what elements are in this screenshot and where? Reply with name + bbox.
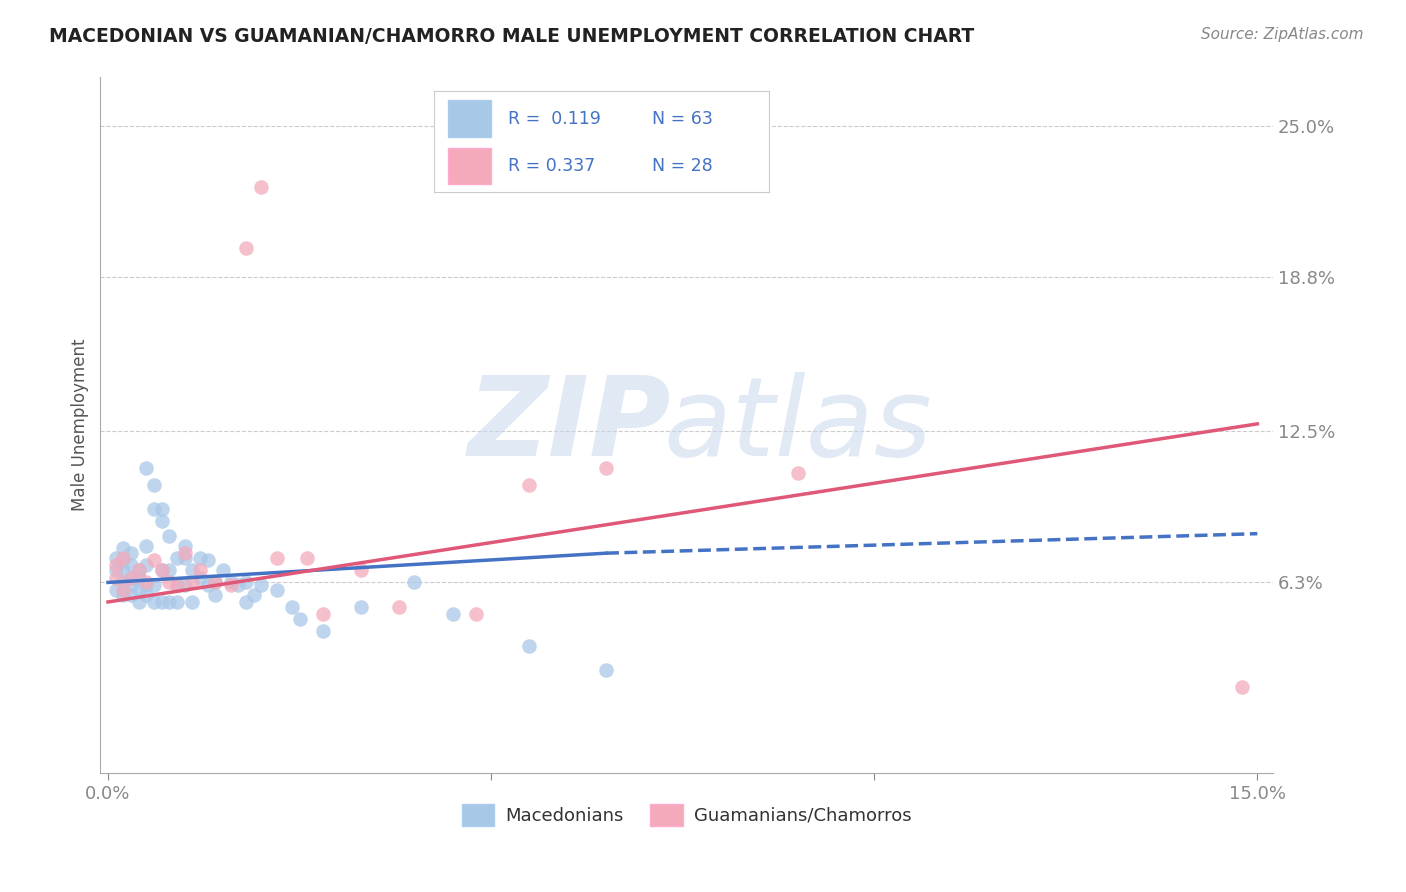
Point: [135, 575, 157, 590]
Point: [112, 588, 135, 602]
Point: [266, 582, 288, 597]
Point: [219, 578, 242, 592]
Text: ZIP: ZIP: [468, 372, 671, 479]
Point: [150, 502, 173, 516]
Point: [112, 563, 135, 577]
Point: [1230, 681, 1253, 695]
Point: [104, 563, 127, 577]
Point: [181, 575, 204, 590]
Point: [188, 551, 211, 566]
Point: [128, 571, 150, 585]
Point: [173, 546, 195, 560]
Point: [173, 551, 195, 566]
Point: [135, 460, 157, 475]
Point: [311, 607, 333, 622]
Point: [181, 595, 204, 609]
Point: [157, 563, 180, 577]
Point: [297, 551, 319, 566]
Point: [388, 599, 411, 614]
Point: [350, 563, 373, 577]
Point: [150, 563, 173, 577]
Point: [166, 578, 188, 592]
Point: [112, 575, 135, 590]
Point: [120, 588, 142, 602]
Point: [235, 241, 257, 255]
Point: [404, 575, 426, 590]
Point: [188, 571, 211, 585]
Point: [266, 551, 288, 566]
Point: [104, 551, 127, 566]
Point: [120, 571, 142, 585]
Point: [128, 563, 150, 577]
Point: [219, 575, 242, 590]
Point: [157, 575, 180, 590]
Point: [120, 558, 142, 573]
Point: [104, 558, 127, 573]
Point: [128, 563, 150, 577]
Point: [197, 553, 219, 567]
Point: [166, 578, 188, 592]
Point: [311, 624, 333, 639]
Point: [112, 553, 135, 567]
Point: [112, 541, 135, 556]
Point: [157, 595, 180, 609]
Point: [143, 553, 166, 567]
Point: [786, 466, 808, 480]
Point: [135, 539, 157, 553]
Point: [120, 578, 142, 592]
Point: [204, 588, 226, 602]
Point: [173, 539, 195, 553]
Point: [120, 546, 142, 560]
Text: Source: ZipAtlas.com: Source: ZipAtlas.com: [1201, 27, 1364, 42]
Point: [150, 595, 173, 609]
Point: [212, 563, 235, 577]
Point: [135, 558, 157, 573]
Point: [150, 563, 173, 577]
Point: [104, 582, 127, 597]
Point: [128, 595, 150, 609]
Point: [166, 551, 188, 566]
Point: [235, 575, 257, 590]
Point: [120, 571, 142, 585]
Point: [128, 582, 150, 597]
Point: [204, 575, 226, 590]
Point: [188, 563, 211, 577]
Point: [166, 595, 188, 609]
Point: [519, 478, 541, 492]
Point: [157, 529, 180, 543]
Point: [350, 599, 373, 614]
Point: [143, 478, 166, 492]
Point: [181, 563, 204, 577]
Point: [226, 578, 249, 592]
Point: [595, 663, 617, 677]
Point: [204, 575, 226, 590]
Point: [197, 578, 219, 592]
Point: [250, 578, 273, 592]
Point: [143, 578, 166, 592]
Point: [173, 578, 195, 592]
Point: [143, 502, 166, 516]
Point: [135, 588, 157, 602]
Y-axis label: Male Unemployment: Male Unemployment: [72, 339, 89, 511]
Point: [519, 639, 541, 653]
Point: [242, 588, 264, 602]
Point: [288, 612, 311, 626]
Point: [135, 578, 157, 592]
Point: [235, 595, 257, 609]
Point: [112, 582, 135, 597]
Point: [150, 515, 173, 529]
Point: [143, 595, 166, 609]
Point: [464, 607, 486, 622]
Point: [441, 607, 464, 622]
Legend: Macedonians, Guamanians/Chamorros: Macedonians, Guamanians/Chamorros: [454, 797, 918, 833]
Text: atlas: atlas: [664, 372, 932, 479]
Point: [250, 180, 273, 194]
Point: [112, 551, 135, 566]
Point: [281, 599, 304, 614]
Point: [595, 460, 617, 475]
Point: [104, 571, 127, 585]
Text: MACEDONIAN VS GUAMANIAN/CHAMORRO MALE UNEMPLOYMENT CORRELATION CHART: MACEDONIAN VS GUAMANIAN/CHAMORRO MALE UN…: [49, 27, 974, 45]
